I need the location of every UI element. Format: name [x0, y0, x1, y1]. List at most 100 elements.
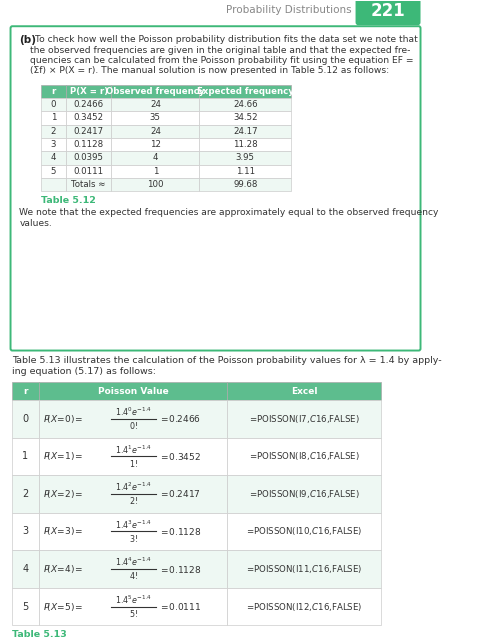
Text: 3.95: 3.95 — [236, 154, 255, 163]
Text: 1: 1 — [23, 451, 28, 461]
Text: 3: 3 — [51, 140, 56, 149]
Text: values.: values. — [19, 218, 52, 228]
Text: 2: 2 — [22, 489, 28, 499]
Text: Probability Distributions: Probability Distributions — [225, 5, 351, 15]
Bar — [12, 550, 39, 588]
Text: 24: 24 — [150, 127, 161, 136]
Bar — [39, 382, 227, 400]
Text: $P\!\left(X\!=\!0\right)\!=\!$: $P\!\left(X\!=\!0\right)\!=\!$ — [43, 413, 83, 425]
Text: =POISSON(I7,$C$16,FALSE): =POISSON(I7,$C$16,FALSE) — [249, 413, 360, 425]
Text: Totals ≈: Totals ≈ — [71, 180, 106, 189]
Text: $1.4^{5}e^{-1.4}$: $1.4^{5}e^{-1.4}$ — [115, 593, 152, 606]
Text: $=\!0.3452$: $=\!0.3452$ — [159, 451, 201, 462]
Bar — [199, 178, 292, 191]
Bar — [66, 84, 111, 98]
Text: 4: 4 — [23, 564, 28, 574]
Text: $P\!\left(X\!=\!1\right)\!=\!$: $P\!\left(X\!=\!1\right)\!=\!$ — [43, 451, 83, 462]
Text: $P\!\left(X\!=\!2\right)\!=\!$: $P\!\left(X\!=\!2\right)\!=\!$ — [43, 488, 83, 500]
Text: the observed frequencies are given in the original table and that the expected f: the observed frequencies are given in th… — [30, 45, 410, 54]
Bar — [111, 164, 199, 178]
Text: $P\!\left(X\!=\!5\right)\!=\!$: $P\!\left(X\!=\!5\right)\!=\!$ — [43, 600, 83, 612]
Bar — [39, 400, 227, 438]
Bar — [111, 151, 199, 164]
Bar — [41, 125, 66, 138]
Text: 0.2417: 0.2417 — [74, 127, 104, 136]
Bar — [41, 111, 66, 125]
Text: 2: 2 — [51, 127, 56, 136]
Text: (b): (b) — [19, 35, 36, 45]
Bar — [227, 513, 381, 550]
FancyBboxPatch shape — [355, 0, 420, 25]
Text: 5: 5 — [22, 602, 28, 612]
Bar — [39, 513, 227, 550]
Bar — [111, 111, 199, 125]
Text: $1.4^{2}e^{-1.4}$: $1.4^{2}e^{-1.4}$ — [115, 481, 152, 493]
Text: 5: 5 — [51, 167, 56, 176]
Text: 100: 100 — [147, 180, 164, 189]
Bar — [66, 111, 111, 125]
Text: $=\!0.1128$: $=\!0.1128$ — [159, 526, 201, 537]
Bar — [12, 513, 39, 550]
Text: 221: 221 — [371, 3, 406, 20]
Text: 35: 35 — [150, 113, 161, 122]
Text: ing equation (5.17) as follows:: ing equation (5.17) as follows: — [12, 367, 156, 376]
Bar — [199, 151, 292, 164]
Text: Observed frequency: Observed frequency — [106, 87, 205, 96]
Text: $0!$: $0!$ — [129, 420, 138, 431]
Text: $=\!0.2466$: $=\!0.2466$ — [159, 413, 201, 424]
Text: =POISSON(I9,$C$16,FALSE): =POISSON(I9,$C$16,FALSE) — [249, 488, 360, 500]
Text: 4: 4 — [51, 154, 56, 163]
Bar — [111, 138, 199, 151]
Text: 1: 1 — [153, 167, 158, 176]
Bar — [199, 84, 292, 98]
Text: 0.2466: 0.2466 — [74, 100, 104, 109]
Bar — [39, 550, 227, 588]
Text: Expected frequency: Expected frequency — [197, 87, 294, 96]
Text: $1.4^{3}e^{-1.4}$: $1.4^{3}e^{-1.4}$ — [115, 518, 152, 531]
Text: 24.66: 24.66 — [233, 100, 258, 109]
Bar — [111, 98, 199, 111]
Bar — [227, 438, 381, 475]
Text: Table 5.12: Table 5.12 — [41, 196, 96, 205]
Text: 3: 3 — [23, 527, 28, 536]
Text: To check how well the Poisson probability distribution fits the data set we note: To check how well the Poisson probabilit… — [35, 35, 418, 44]
Bar — [66, 138, 111, 151]
Text: 0.3452: 0.3452 — [74, 113, 104, 122]
Text: 0: 0 — [51, 100, 56, 109]
Bar — [12, 588, 39, 625]
Text: 4: 4 — [153, 154, 158, 163]
Bar — [66, 151, 111, 164]
Bar — [227, 382, 381, 400]
Text: $3!$: $3!$ — [129, 533, 138, 544]
Text: $5!$: $5!$ — [129, 608, 138, 619]
Text: Table 5.13 illustrates the calculation of the Poisson probability values for λ =: Table 5.13 illustrates the calculation o… — [12, 356, 442, 365]
Text: (Σf) × P(X = r). The manual solution is now presented in Table 5.12 as follows:: (Σf) × P(X = r). The manual solution is … — [30, 67, 389, 76]
FancyBboxPatch shape — [10, 26, 420, 351]
Text: 99.68: 99.68 — [233, 180, 258, 189]
Text: 0.0395: 0.0395 — [74, 154, 104, 163]
Text: 24: 24 — [150, 100, 161, 109]
Bar — [39, 588, 227, 625]
Bar — [66, 125, 111, 138]
Text: 1: 1 — [51, 113, 56, 122]
Bar — [227, 475, 381, 513]
Text: 1.11: 1.11 — [236, 167, 255, 176]
Bar — [227, 588, 381, 625]
Bar — [41, 138, 66, 151]
Text: r: r — [52, 87, 56, 96]
Bar — [227, 400, 381, 438]
Bar — [227, 550, 381, 588]
Text: =POISSON(I10,$C$16,FALSE): =POISSON(I10,$C$16,FALSE) — [246, 525, 362, 538]
Text: 12: 12 — [150, 140, 161, 149]
Bar — [41, 164, 66, 178]
Text: P(X = r): P(X = r) — [70, 87, 108, 96]
Bar — [41, 151, 66, 164]
Text: $P\!\left(X\!=\!3\right)\!=\!$: $P\!\left(X\!=\!3\right)\!=\!$ — [43, 525, 83, 538]
Text: Poisson Value: Poisson Value — [98, 387, 168, 396]
Text: Table 5.13: Table 5.13 — [12, 630, 67, 639]
Text: $P\!\left(X\!=\!4\right)\!=\!$: $P\!\left(X\!=\!4\right)\!=\!$ — [43, 563, 83, 575]
Bar — [66, 164, 111, 178]
Text: $4!$: $4!$ — [129, 570, 138, 582]
Text: 34.52: 34.52 — [233, 113, 258, 122]
Text: $=\!0.1128$: $=\!0.1128$ — [159, 564, 201, 575]
